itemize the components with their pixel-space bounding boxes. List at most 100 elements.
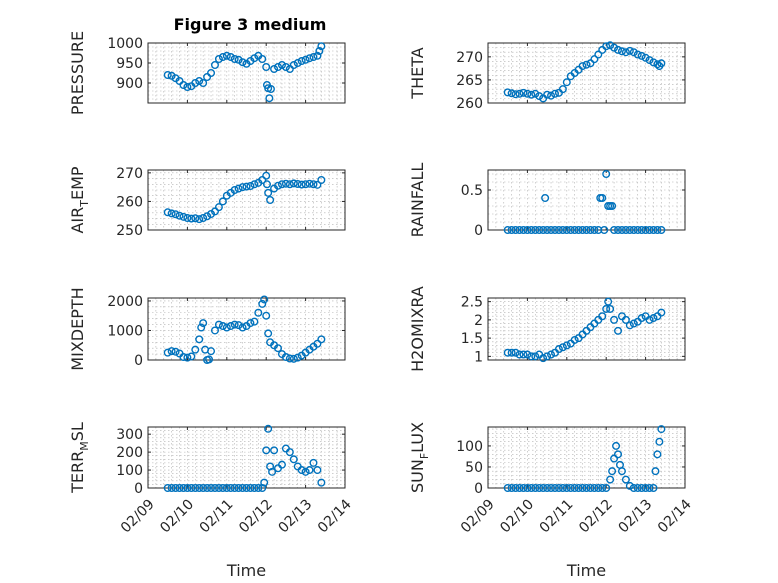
y-label-main: TERR bbox=[68, 451, 87, 494]
y-tick-label: 100 bbox=[116, 463, 143, 479]
data-point bbox=[230, 185, 239, 194]
data-point bbox=[515, 350, 524, 359]
data-point bbox=[218, 484, 227, 493]
data-point bbox=[199, 484, 208, 493]
data-point bbox=[621, 48, 630, 57]
y-label-subscript: F bbox=[418, 453, 431, 459]
data-point bbox=[598, 484, 607, 493]
y-tick-label: 0.5 bbox=[461, 183, 483, 199]
data-point bbox=[270, 64, 279, 73]
data-point bbox=[262, 311, 271, 320]
data-point bbox=[641, 484, 650, 493]
data-point bbox=[195, 215, 204, 224]
data-point bbox=[558, 85, 567, 94]
data-point bbox=[285, 354, 294, 363]
data-point bbox=[570, 335, 579, 344]
data-point bbox=[503, 88, 512, 97]
data-point bbox=[608, 467, 617, 476]
data-point bbox=[234, 484, 243, 493]
data-point bbox=[289, 455, 298, 464]
data-point bbox=[547, 484, 556, 493]
data-point bbox=[246, 319, 255, 328]
data-point bbox=[602, 484, 611, 493]
data-point bbox=[260, 478, 269, 487]
data-point bbox=[554, 484, 563, 493]
y-tick-label: 265 bbox=[456, 73, 483, 89]
y-label-suffix: LUX bbox=[408, 422, 427, 453]
data-point bbox=[258, 55, 267, 64]
data-point bbox=[289, 354, 298, 363]
data-point bbox=[503, 348, 512, 357]
data-point bbox=[187, 352, 196, 361]
y-tick-label: 1000 bbox=[107, 323, 143, 339]
data-point bbox=[305, 466, 314, 475]
data-point bbox=[214, 203, 223, 212]
y-tick-label: 1000 bbox=[107, 36, 143, 52]
data-point bbox=[649, 58, 658, 67]
data-point bbox=[527, 225, 536, 234]
data-point bbox=[614, 45, 623, 54]
data-point bbox=[226, 53, 235, 62]
data-point bbox=[238, 183, 247, 192]
data-point bbox=[277, 180, 286, 189]
data-point bbox=[511, 484, 520, 493]
data-point bbox=[305, 179, 314, 188]
data-point bbox=[226, 322, 235, 331]
data-point bbox=[543, 225, 552, 234]
data-point bbox=[317, 42, 326, 51]
data-point bbox=[218, 197, 227, 206]
data-point bbox=[268, 467, 277, 476]
data-point bbox=[570, 225, 579, 234]
data-point bbox=[315, 47, 324, 56]
data-point bbox=[547, 91, 556, 100]
data-point bbox=[210, 326, 219, 335]
data-point bbox=[554, 345, 563, 354]
y-label-suffix: SL bbox=[68, 422, 87, 441]
y-label-main: SUN bbox=[408, 459, 427, 493]
data-point bbox=[203, 212, 212, 221]
y-tick-label: 300 bbox=[116, 427, 143, 443]
data-point bbox=[645, 484, 654, 493]
data-point bbox=[207, 347, 216, 356]
data-point bbox=[653, 450, 662, 459]
data-point bbox=[604, 297, 613, 306]
data-point bbox=[527, 90, 536, 99]
data-point bbox=[218, 53, 227, 62]
data-point bbox=[163, 484, 172, 493]
data-point bbox=[222, 51, 231, 60]
data-point bbox=[637, 225, 646, 234]
data-point bbox=[574, 225, 583, 234]
axes-frame bbox=[487, 42, 686, 104]
data-point bbox=[238, 323, 247, 332]
subplot-pressure: 900 950 1000 PRESSURE bbox=[68, 31, 346, 115]
data-point bbox=[199, 213, 208, 222]
data-point bbox=[633, 484, 642, 493]
y-tick-label: 0 bbox=[474, 481, 483, 497]
data-point bbox=[633, 50, 642, 59]
data-point bbox=[285, 180, 294, 189]
data-point bbox=[242, 182, 251, 191]
data-point bbox=[317, 478, 326, 487]
data-point bbox=[246, 484, 255, 493]
y-tick-label: 2.5 bbox=[461, 295, 483, 311]
data-point bbox=[535, 484, 544, 493]
data-point bbox=[250, 54, 259, 63]
data-point bbox=[606, 304, 615, 313]
y-tick-label: 260 bbox=[456, 96, 483, 112]
data-point bbox=[214, 484, 223, 493]
data-point bbox=[313, 466, 322, 475]
data-point bbox=[523, 484, 532, 493]
data-point bbox=[606, 475, 615, 484]
data-point bbox=[230, 484, 239, 493]
data-point bbox=[175, 76, 184, 85]
data-point bbox=[207, 68, 216, 77]
data-point bbox=[621, 475, 630, 484]
data-point bbox=[258, 299, 267, 308]
data-point bbox=[262, 446, 271, 455]
data-point bbox=[586, 59, 595, 68]
x-axis-label: Time bbox=[566, 561, 606, 580]
data-point bbox=[558, 484, 567, 493]
data-point bbox=[313, 180, 322, 189]
data-point bbox=[649, 314, 658, 323]
